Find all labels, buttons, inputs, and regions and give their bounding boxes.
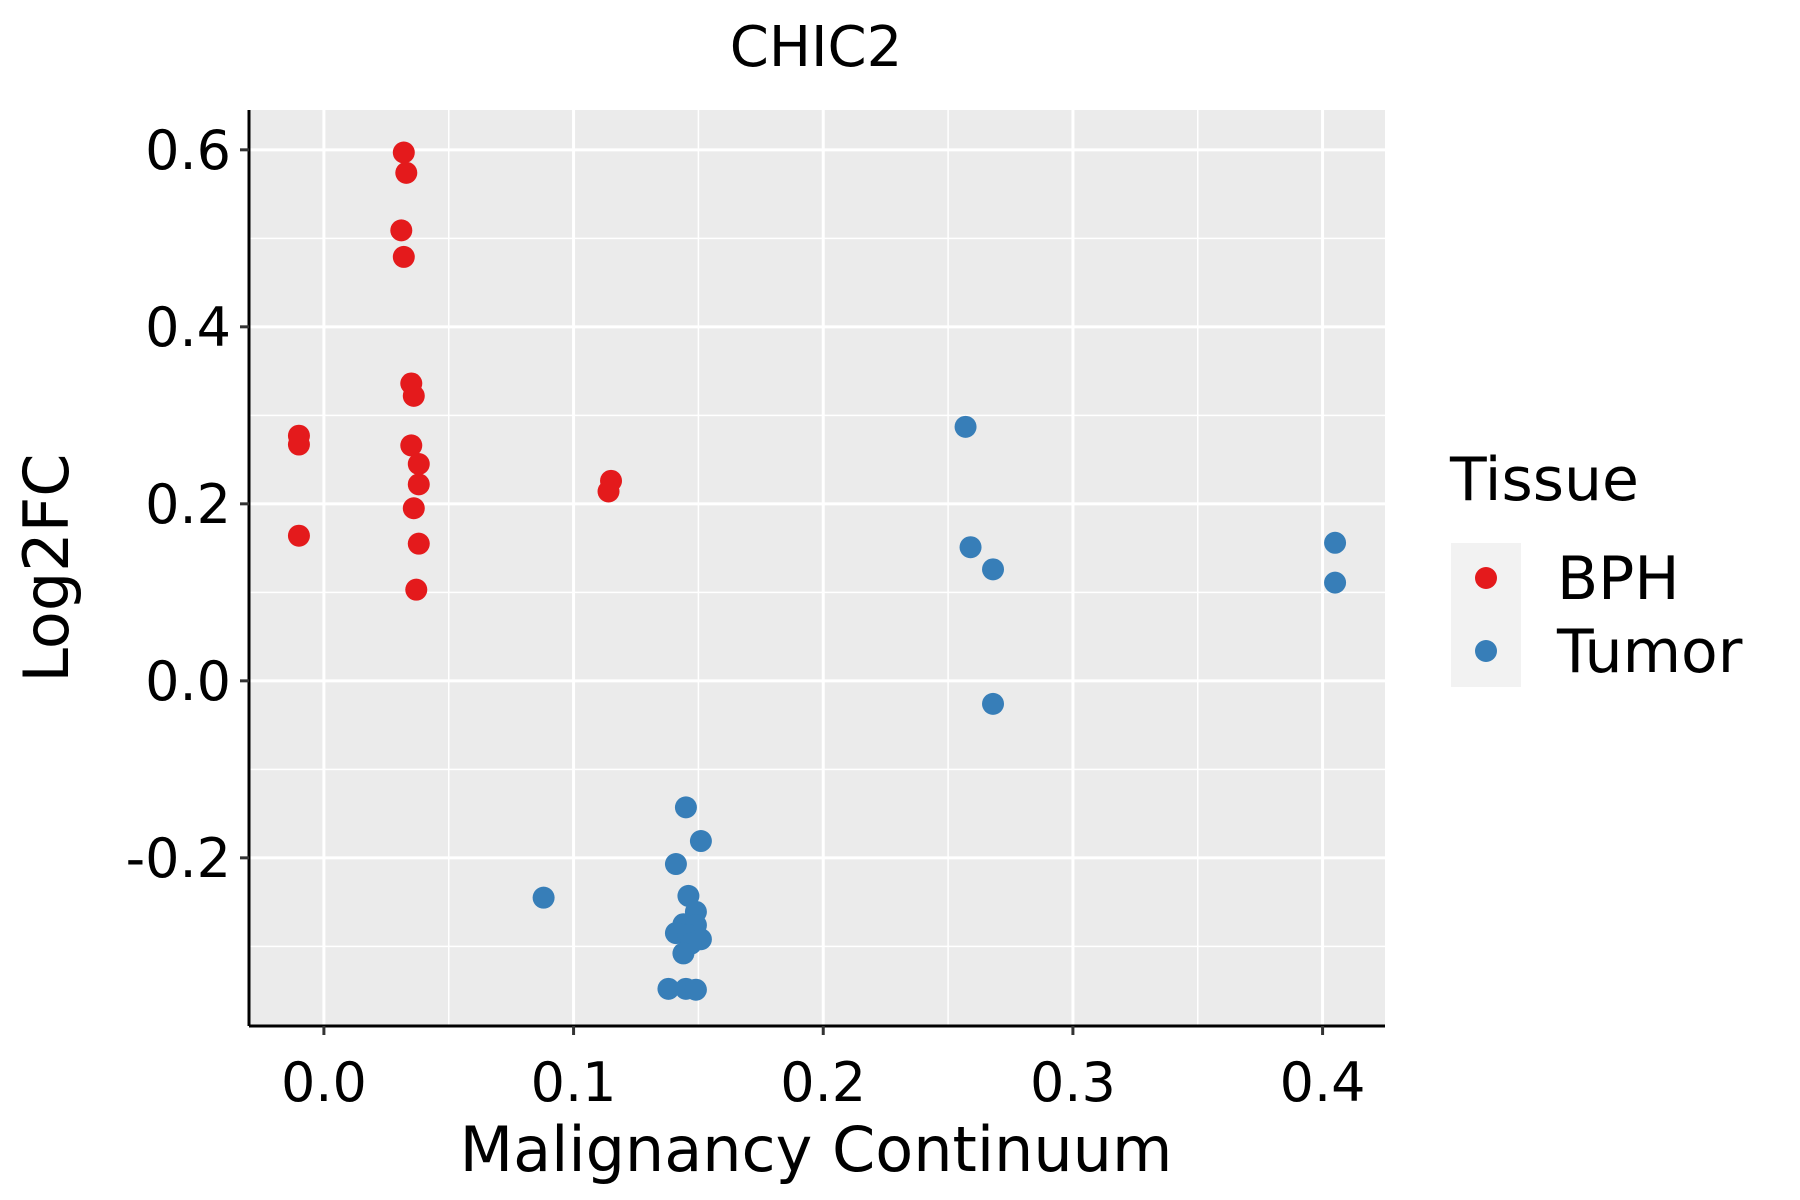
legend-key-tumor bbox=[1475, 640, 1497, 662]
legend-label-tumor: Tumor bbox=[1556, 617, 1743, 687]
tumor-point bbox=[954, 415, 977, 438]
bph-point bbox=[597, 480, 620, 503]
tumor-point bbox=[1324, 571, 1347, 594]
bph-point bbox=[400, 434, 423, 457]
bph-point bbox=[287, 524, 310, 547]
bph-point bbox=[402, 384, 425, 407]
tumor-point bbox=[982, 558, 1005, 581]
bph-point bbox=[407, 532, 430, 555]
tumor-point bbox=[672, 942, 695, 965]
bph-point bbox=[407, 473, 430, 496]
tumor-point bbox=[674, 796, 697, 819]
x-tick-label: 0.2 bbox=[780, 1051, 866, 1114]
x-tick-label: 0.4 bbox=[1280, 1051, 1366, 1114]
grid-major bbox=[249, 110, 1385, 1026]
x-tick-label: 0.0 bbox=[281, 1051, 367, 1114]
y-tick-label: 0.6 bbox=[145, 119, 231, 182]
bph-point bbox=[390, 219, 413, 242]
x-axis-ticks: 0.0 0.1 0.2 0.3 0.4 bbox=[281, 1026, 1366, 1114]
grid-minor bbox=[249, 110, 1385, 1026]
x-tick-label: 0.3 bbox=[1030, 1051, 1116, 1114]
bph-point bbox=[405, 578, 428, 601]
x-axis-label: Malignancy Continuum bbox=[460, 1113, 1173, 1186]
x-tick-label: 0.1 bbox=[531, 1051, 617, 1114]
tumor-point bbox=[689, 830, 712, 853]
y-tick-label: 0.2 bbox=[145, 473, 231, 536]
bph-point bbox=[402, 497, 425, 520]
plot-panel bbox=[249, 110, 1385, 1026]
y-tick-label: 0.4 bbox=[145, 296, 231, 359]
tumor-point bbox=[684, 978, 707, 1001]
bph-point bbox=[392, 141, 415, 164]
chart-title: CHIC2 bbox=[730, 15, 902, 80]
bph-point bbox=[407, 453, 430, 476]
legend-title: Tissue bbox=[1449, 445, 1639, 515]
y-tick-label: 0.0 bbox=[145, 650, 231, 713]
bph-point bbox=[395, 161, 418, 184]
y-axis-label: Log2FC bbox=[10, 453, 83, 682]
tumor-point bbox=[664, 853, 687, 876]
bph-point bbox=[287, 433, 310, 456]
y-tick-label: -0.2 bbox=[126, 827, 231, 890]
tumor-point bbox=[959, 536, 982, 559]
bph-point bbox=[392, 245, 415, 268]
y-axis-ticks: -0.2 0.0 0.2 0.4 0.6 bbox=[126, 119, 249, 890]
legend-key-bph bbox=[1475, 567, 1497, 589]
data-points bbox=[287, 141, 1347, 1001]
legend-key-background bbox=[1451, 543, 1521, 687]
tumor-point bbox=[982, 692, 1005, 715]
tumor-point bbox=[657, 977, 680, 1000]
tumor-point bbox=[1324, 531, 1347, 554]
tumor-point bbox=[532, 886, 555, 909]
legend-label-bph: BPH bbox=[1557, 544, 1679, 614]
